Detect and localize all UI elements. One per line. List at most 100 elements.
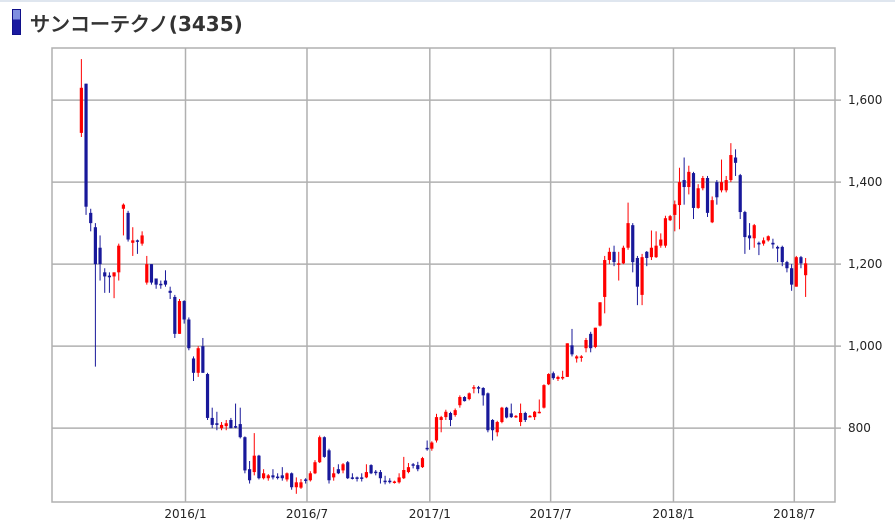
candle-body (336, 469, 340, 474)
candle-body (154, 278, 158, 285)
candle-down (771, 238, 775, 249)
candle-up (649, 230, 654, 261)
candle-down (201, 337, 205, 373)
candle-up (804, 257, 808, 297)
candle-body (682, 180, 686, 188)
candle-body (252, 455, 256, 473)
candle-body (79, 87, 83, 133)
candle-body (266, 475, 270, 479)
candle-body (402, 470, 406, 479)
candle-body (617, 263, 621, 265)
candle-body (294, 482, 298, 488)
candle-body (341, 464, 345, 471)
candle-body (98, 247, 102, 265)
candle-body (276, 476, 280, 479)
candle-up (547, 373, 551, 386)
candle-up (659, 233, 663, 248)
candle-up (112, 272, 116, 299)
candle-up (392, 480, 397, 484)
candle-down (523, 411, 527, 423)
candle-down (233, 403, 238, 429)
candle-body (397, 477, 401, 483)
candle-body (514, 415, 518, 418)
candle-up (294, 477, 298, 494)
candle-body (635, 257, 640, 287)
top-border (0, 0, 895, 2)
candle-up (458, 395, 462, 408)
candle-down (149, 264, 154, 285)
candle-up (341, 463, 345, 474)
candle-up (575, 355, 579, 363)
candle-body (481, 387, 485, 396)
candle-up (430, 441, 434, 451)
candle-down (243, 436, 247, 474)
candle-up (673, 200, 677, 232)
candle-body (649, 247, 654, 258)
candle-body (747, 235, 752, 239)
candle-body (173, 296, 177, 334)
candle-down (612, 245, 616, 267)
candle-up (556, 375, 560, 382)
candle-down (247, 460, 252, 484)
candle-down (570, 328, 574, 357)
candle-body (271, 475, 275, 478)
candle-up (79, 59, 83, 137)
candle-body (425, 447, 429, 450)
candle-body (420, 458, 425, 468)
candle-body (504, 407, 509, 418)
candle-down (173, 294, 177, 338)
candle-down (163, 270, 168, 287)
candle-up (117, 243, 121, 281)
candle-body (243, 437, 247, 471)
candle-down (388, 478, 392, 484)
candle-down (504, 406, 509, 419)
candle-body (378, 472, 383, 479)
y-tick-label: 1,600 (848, 93, 882, 107)
candle-down (290, 472, 294, 490)
candle-body (780, 246, 784, 263)
candle-up (617, 251, 621, 281)
candle-body (724, 180, 728, 191)
candle-body (775, 246, 780, 249)
candle-body (743, 212, 747, 238)
candle-body (495, 422, 499, 433)
candle-up (467, 392, 471, 401)
candle-body (570, 345, 574, 355)
candle-down (280, 467, 284, 481)
x-tick-label: 2016/1 (164, 507, 206, 521)
bar-marker-icon (12, 9, 21, 35)
candle-up (598, 302, 602, 327)
candle-body (135, 240, 140, 242)
candle-body (196, 348, 200, 373)
candle-body (715, 182, 719, 198)
candle-body (182, 301, 186, 320)
candle-down (107, 272, 112, 293)
candle-body (322, 437, 326, 457)
candle-up (131, 227, 135, 256)
candle-body (687, 171, 691, 188)
candle-body (761, 240, 766, 244)
x-tick-label: 2018/7 (773, 507, 815, 521)
candle-down (486, 392, 490, 433)
candle-body (318, 437, 322, 463)
candle-body (145, 264, 149, 283)
candle-up (285, 472, 289, 482)
candle-body (360, 477, 364, 479)
candle-body (593, 327, 597, 347)
candle-body (327, 450, 331, 481)
candle-body (205, 374, 210, 418)
candle-up (729, 143, 733, 183)
candle-up (402, 456, 406, 480)
candle-down (98, 235, 102, 281)
candle-down (346, 460, 350, 480)
candle-down (378, 470, 383, 484)
candle-up (406, 463, 411, 474)
candle-up (621, 245, 625, 265)
candle-up (761, 237, 766, 246)
candle-body (430, 442, 434, 449)
chart-title: サンコーテクノ(3435) (30, 11, 243, 36)
candle-down (691, 171, 696, 220)
candle-body (710, 200, 714, 223)
candle-up (528, 415, 532, 418)
